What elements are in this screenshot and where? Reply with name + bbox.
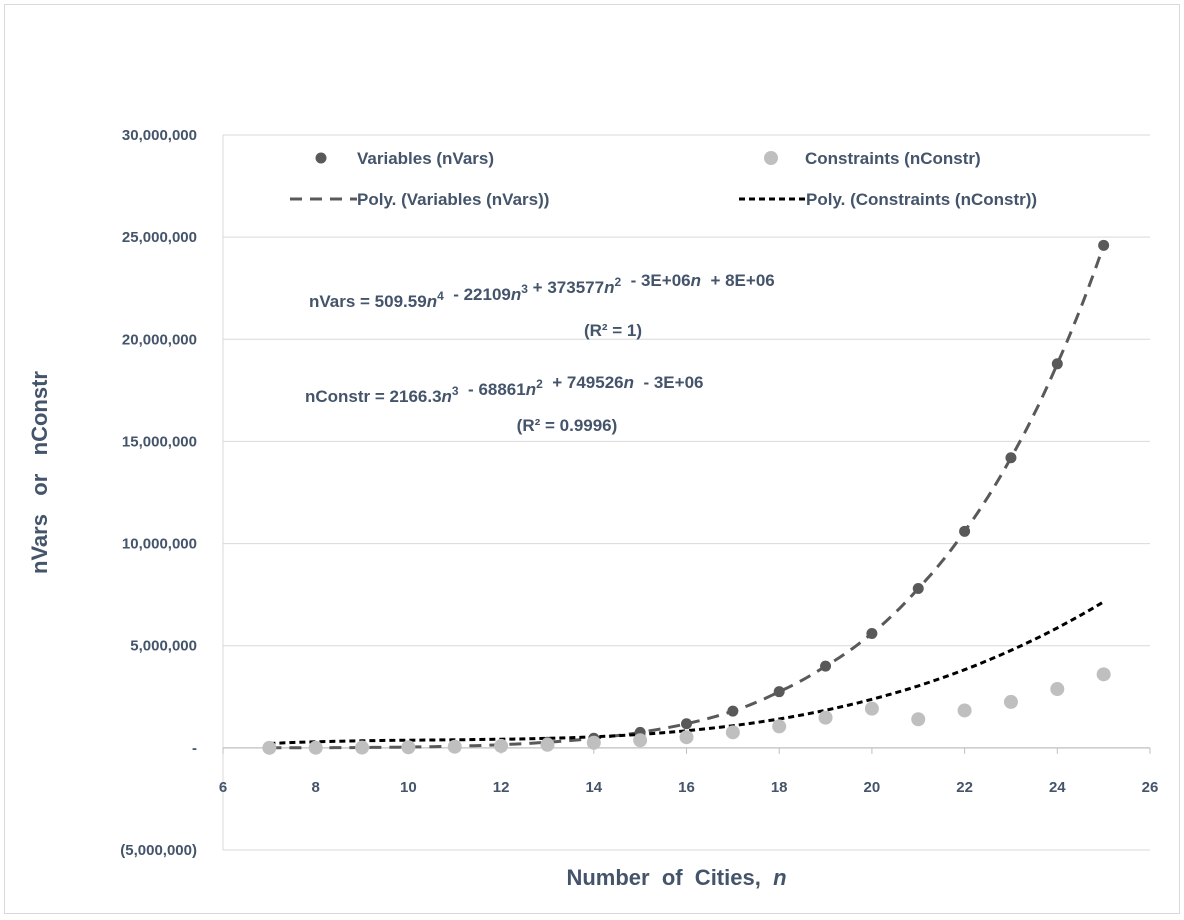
- x-tick-label: 20: [864, 779, 881, 796]
- y-axis-title: nVars or nConstr: [27, 371, 52, 574]
- legend-label-trend-variables: Poly. (Variables (nVars)): [357, 190, 549, 209]
- point-variables: [820, 660, 832, 672]
- trendline-layer: [269, 244, 1106, 750]
- x-tick-label: 12: [493, 779, 510, 796]
- point-variables: [727, 705, 739, 717]
- point-constraints: [1050, 682, 1065, 697]
- y-tick-label: (5,000,000): [120, 842, 197, 859]
- point-constraints: [772, 719, 787, 734]
- point-constraints: [957, 703, 972, 718]
- y-tick-label: 10,000,000: [122, 536, 197, 553]
- point-constraints: [586, 735, 601, 750]
- x-tick-label: 26: [1142, 779, 1159, 796]
- point-variables: [1051, 358, 1063, 370]
- point-constraints: [262, 740, 277, 755]
- legend-label-variables: Variables (nVars): [357, 149, 494, 168]
- annotations: nVars = 509.59n4 - 22109n3 + 373577n2 - …: [305, 271, 775, 435]
- y-tick-label: 5,000,000: [130, 638, 197, 655]
- equation-variables: nVars = 509.59n4 - 22109n3 + 373577n2 - …: [309, 271, 775, 311]
- point-constraints: [911, 712, 926, 727]
- point-constraints: [633, 733, 648, 748]
- point-constraints: [1003, 694, 1018, 709]
- r2-constraints: (R² = 0.9996): [517, 416, 618, 435]
- point-constraints: [540, 737, 555, 752]
- point-variables: [1005, 452, 1017, 464]
- point-constraints: [401, 740, 416, 755]
- x-tick-label: 10: [400, 779, 417, 796]
- point-variables: [773, 686, 785, 698]
- legend-marker-constraints: [764, 151, 778, 165]
- chart-svg: 30,000,000 25,000,000 20,000,000 15,000,000…: [27, 127, 1159, 890]
- point-constraints: [818, 710, 833, 725]
- legend: Variables (nVars) Constraints (nConstr) Po…: [290, 149, 1037, 209]
- x-tick-label: 24: [1049, 779, 1066, 796]
- point-constraints: [447, 739, 462, 754]
- legend-label-constraints: Constraints (nConstr): [805, 149, 981, 168]
- point-constraints: [725, 725, 740, 740]
- point-variables: [681, 718, 692, 730]
- trendline-constraints: [269, 600, 1105, 745]
- trendline-variables: [269, 244, 1106, 750]
- x-tick-label: 6: [219, 779, 227, 796]
- point-constraints: [355, 740, 370, 755]
- legend-marker-variables: [315, 152, 327, 164]
- point-variables: [912, 583, 924, 595]
- y-tick-label: 20,000,000: [122, 331, 197, 348]
- x-tick-label: 22: [956, 779, 973, 796]
- x-tick-label: 14: [585, 779, 602, 796]
- point-variables: [959, 525, 971, 537]
- point-variables: [1098, 239, 1110, 251]
- point-constraints: [494, 738, 509, 753]
- y-tick-label: -: [192, 740, 197, 757]
- legend-label-trend-constraints: Poly. (Constraints (nConstr)): [806, 190, 1037, 209]
- x-tick-label: 8: [312, 779, 320, 796]
- x-tick-label: 18: [771, 779, 788, 796]
- point-constraints: [864, 701, 879, 716]
- point-constraints: [679, 730, 694, 745]
- y-tick-label: 25,000,000: [122, 229, 197, 246]
- point-constraints: [1096, 667, 1111, 682]
- x-axis-title: Number of Cities, n: [566, 865, 786, 890]
- grid-layer: [222, 134, 1150, 851]
- point-constraints: [308, 740, 323, 755]
- x-tick-label: 16: [678, 779, 695, 796]
- chart-frame: 30,000,000 25,000,000 20,000,000 15,000,000…: [4, 4, 1180, 914]
- points-layer: [262, 239, 1111, 755]
- point-variables: [866, 627, 878, 639]
- y-tick-label: 15,000,000: [122, 433, 197, 450]
- y-tick-label: 30,000,000: [122, 127, 197, 144]
- r2-variables: (R² = 1): [584, 321, 642, 340]
- equation-constraints: nConstr = 2166.3n3 - 68861n2 + 749526n -…: [305, 373, 703, 406]
